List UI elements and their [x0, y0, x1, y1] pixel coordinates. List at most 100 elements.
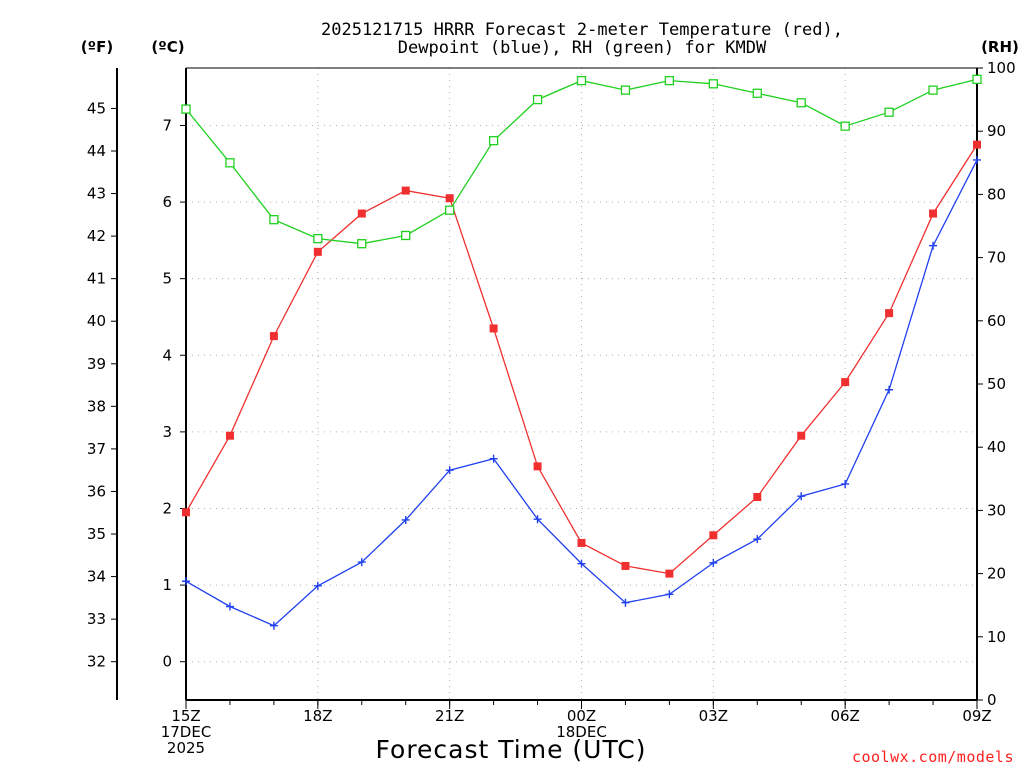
rh-tick-label-1: 10: [987, 628, 1006, 646]
dewpoint-point-16: [885, 385, 894, 394]
temperature-point-10: [621, 561, 630, 570]
temperature-point-1: [225, 431, 234, 440]
rh-tick-label-4: 40: [987, 438, 1006, 456]
chart-title-line-1: 2025121715 HRRR Forecast 2-meter Tempera…: [321, 20, 843, 40]
temperature-point-9: [577, 538, 586, 547]
fahrenheit-tick-label-10: 42: [87, 227, 106, 245]
rh-point-17: [928, 85, 938, 95]
rh-point-4: [357, 239, 367, 249]
temperature-point-12: [709, 531, 718, 540]
temperature-point-7: [489, 324, 498, 333]
rh-point-2: [269, 215, 279, 225]
temperature-point-14: [797, 431, 806, 440]
rh-tick-label-5: 50: [987, 375, 1006, 393]
dewpoint-point-1: [225, 602, 234, 611]
dewpoint-point-2: [269, 621, 278, 630]
celsius-tick-label-2: 2: [162, 499, 172, 517]
celsius-tick-label-3: 3: [162, 423, 172, 441]
temperature-point-8: [533, 462, 542, 471]
data-series: [181, 74, 982, 630]
dewpoint-point-13: [753, 535, 762, 544]
rh-point-6: [445, 205, 455, 215]
credit-text: coolwx.com/models: [852, 748, 1014, 766]
celsius-tick-label-4: 4: [162, 346, 172, 364]
temperature-point-6: [445, 194, 454, 203]
dewpoint-point-6: [445, 466, 454, 475]
dewpoint-point-3: [313, 581, 322, 590]
dewpoint-point-15: [841, 479, 850, 488]
fahrenheit-tick-label-13: 45: [87, 99, 106, 117]
temperature-point-11: [665, 569, 674, 578]
celsius-axis-unit: (ºC): [151, 38, 184, 56]
rh-point-14: [796, 98, 806, 108]
x-tick-label-0-0: 15Z: [171, 707, 200, 725]
fahrenheit-tick-label-1: 33: [87, 610, 106, 628]
rh-tick-label-6: 60: [987, 312, 1006, 330]
rh-point-5: [401, 230, 411, 241]
temperature-point-13: [753, 492, 762, 501]
rh-point-12: [708, 79, 718, 89]
rh-axis-unit: (RH): [981, 38, 1019, 56]
x-axis-label: Forecast Time (UTC): [376, 735, 647, 764]
temperature-point-0: [182, 508, 190, 517]
rh-point-8: [532, 94, 543, 105]
chart-title-line-2: Dewpoint (blue), RH (green) for KMDW: [398, 38, 767, 58]
x-tick-label-3-1: 18DEC: [556, 723, 607, 741]
fahrenheit-tick-label-4: 36: [87, 482, 106, 500]
rh-point-1: [225, 158, 235, 168]
x-tick-label-1-0: 18Z: [303, 707, 332, 725]
temperature-point-18: [973, 140, 981, 149]
rh-point-3: [313, 233, 323, 244]
dewpoint-point-9: [577, 559, 586, 568]
x-tick-label-0-1: 17DEC: [161, 723, 212, 741]
gridlines: [186, 68, 977, 700]
rh-tick-label-10: 100: [987, 59, 1016, 77]
rh-point-0: [181, 104, 191, 114]
rh-tick-label-2: 20: [987, 565, 1006, 583]
celsius-tick-label-7: 7: [162, 116, 172, 134]
dewpoint-point-0: [182, 577, 190, 586]
rh-tick-label-9: 90: [987, 122, 1006, 140]
fahrenheit-tick-label-6: 38: [87, 397, 106, 415]
temperature-point-2: [269, 332, 278, 341]
dewpoint-point-4: [357, 558, 366, 567]
fahrenheit-tick-label-11: 43: [87, 185, 106, 203]
rh-tick-label-7: 70: [987, 249, 1006, 267]
temperature-point-5: [401, 186, 410, 195]
rh-point-16: [884, 107, 894, 117]
x-tick-label-2-0: 21Z: [435, 707, 464, 725]
dewpoint-point-7: [489, 454, 498, 463]
fahrenheit-axis-unit: (ºF): [81, 38, 113, 56]
rh-point-10: [620, 85, 631, 95]
temperature-point-4: [357, 209, 366, 218]
fahrenheit-tick-label-7: 39: [87, 355, 106, 373]
fahrenheit-tick-label-5: 37: [87, 440, 106, 458]
celsius-tick-label-0: 0: [162, 653, 172, 671]
axes: 0123456732333435363738394041424344450102…: [87, 59, 1016, 757]
fahrenheit-tick-label-3: 35: [87, 525, 106, 543]
rh-point-18: [972, 74, 982, 85]
rh-point-9: [576, 75, 587, 86]
rh-tick-label-3: 30: [987, 501, 1006, 519]
dewpoint-point-11: [665, 590, 674, 599]
rh-point-11: [664, 75, 675, 86]
rh-tick-label-0: 0: [987, 691, 997, 709]
fahrenheit-tick-label-2: 34: [87, 568, 106, 586]
dewpoint-point-5: [401, 515, 410, 524]
fahrenheit-tick-label-0: 32: [87, 653, 106, 671]
x-tick-label-3-0: 00Z: [567, 707, 596, 725]
rh-point-13: [752, 88, 762, 98]
temperature-point-3: [313, 247, 322, 256]
x-tick-label-6-0: 09Z: [962, 707, 991, 725]
rh-tick-label-8: 80: [987, 185, 1006, 203]
dewpoint-point-17: [929, 241, 938, 250]
dewpoint-point-18: [973, 155, 981, 164]
rh-point-15: [840, 121, 850, 131]
celsius-tick-label-1: 1: [162, 576, 172, 594]
fahrenheit-tick-label-9: 41: [87, 270, 106, 288]
celsius-tick-label-6: 6: [162, 193, 172, 211]
celsius-tick-label-5: 5: [162, 270, 172, 288]
temperature-line: [185, 144, 978, 575]
dewpoint-point-10: [621, 598, 630, 607]
